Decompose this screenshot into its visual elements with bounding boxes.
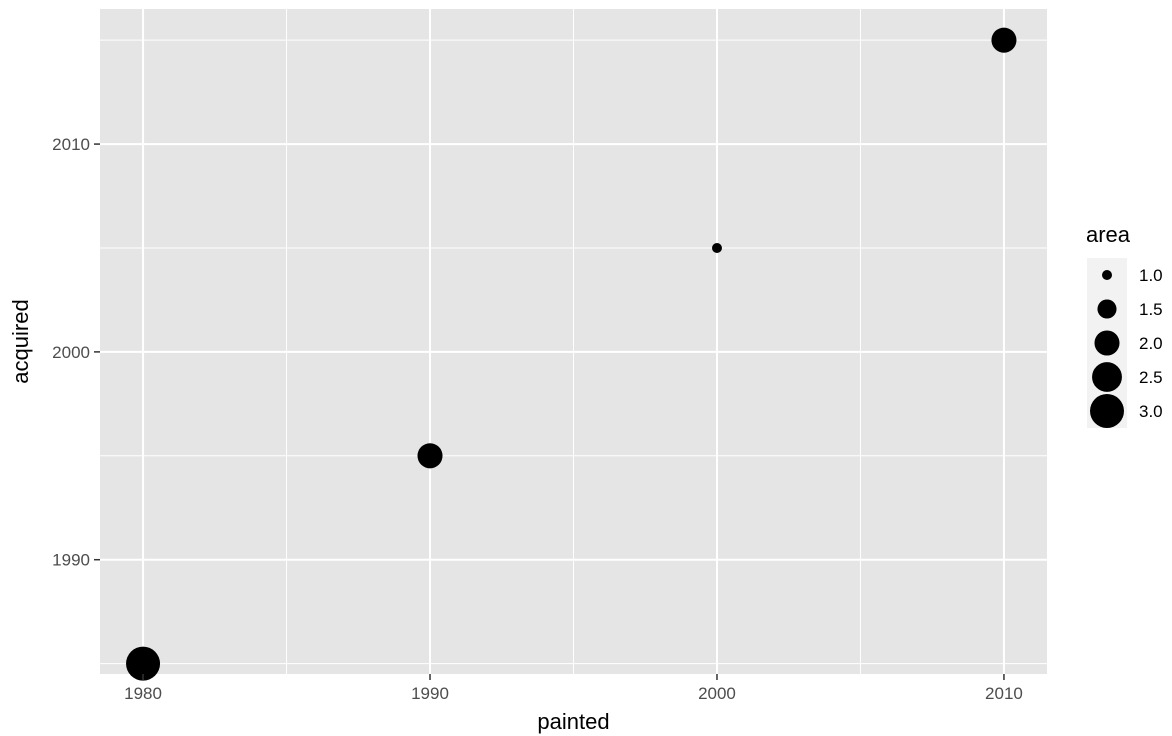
legend-label: 3.0	[1139, 402, 1163, 421]
major-gridlines	[100, 9, 1047, 674]
legend-title: area	[1086, 222, 1131, 247]
y-tick-label: 2010	[52, 135, 90, 154]
legend-label: 1.0	[1139, 266, 1163, 285]
data-point	[126, 646, 161, 681]
minor-gridlines	[100, 9, 1047, 674]
legend-key-point	[1097, 299, 1117, 319]
legend-label: 2.5	[1139, 368, 1163, 387]
legend-label: 2.0	[1139, 334, 1163, 353]
data-point	[417, 443, 443, 469]
data-point	[991, 27, 1017, 53]
x-tick-label: 2010	[985, 684, 1023, 703]
y-axis: 1990 2000 2010	[52, 135, 100, 570]
y-axis-title: acquired	[8, 299, 33, 383]
x-tick-label: 2000	[698, 684, 736, 703]
x-axis-title: painted	[537, 709, 609, 734]
legend-label: 1.5	[1139, 300, 1163, 319]
legend-items: 1.0 1.5 2.0 2.5 3.0	[1090, 266, 1163, 428]
legend-key-point	[1102, 270, 1112, 280]
legend-key-point	[1094, 330, 1120, 356]
x-axis: 1980 1990 2000 2010	[124, 674, 1023, 703]
y-tick-label: 2000	[52, 343, 90, 362]
legend-key-point	[1092, 362, 1122, 392]
data-point	[711, 242, 722, 253]
x-tick-label: 1980	[124, 684, 162, 703]
legend-key-point	[1090, 394, 1124, 428]
y-tick-label: 1990	[52, 551, 90, 570]
data-points	[126, 27, 1017, 681]
size-legend: area 1.0 1.5 2.0 2.5 3.0	[1086, 222, 1163, 428]
x-tick-label: 1990	[411, 684, 449, 703]
